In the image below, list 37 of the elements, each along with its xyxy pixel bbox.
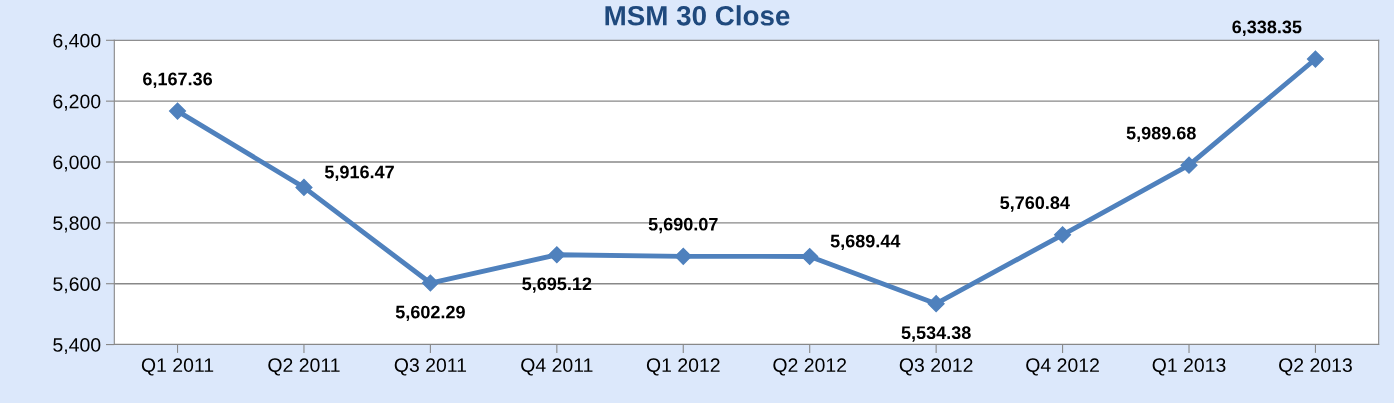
point <box>168 102 187 120</box>
y-tick-label: 5,400 <box>53 338 101 355</box>
text: 5,760.84 <box>1000 196 1070 212</box>
x-tick-label: Q4 2012 <box>1026 358 1099 376</box>
text: 5,695.12 <box>522 277 592 293</box>
text: 5,916.47 <box>324 165 394 181</box>
text: 5,534.38 <box>901 326 971 342</box>
y-tick-label: 6,200 <box>53 94 101 111</box>
point <box>801 247 819 266</box>
text: 5,690.07 <box>648 217 718 234</box>
point <box>295 178 313 196</box>
point <box>1306 50 1325 68</box>
y-tick-label: 5,600 <box>53 277 101 294</box>
text: 6,167.36 <box>143 72 213 88</box>
text: 6,338.35 <box>1232 20 1302 36</box>
x-tick-label: Q2 2011 <box>268 358 340 376</box>
chart-title: MSM 30 Close <box>605 5 790 26</box>
text: 5,602.29 <box>395 305 465 322</box>
text: 5,689.44 <box>830 234 901 251</box>
x-tick-label: Q4 2011 <box>521 358 593 376</box>
x-tick-label: Q2 2013 <box>1279 358 1352 376</box>
point <box>674 247 692 265</box>
x-tick-label: Q3 2012 <box>899 358 973 376</box>
point <box>1180 156 1198 174</box>
y-tick-label: 6,400 <box>53 33 101 50</box>
point <box>1054 226 1072 244</box>
x-tick-label: Q1 2012 <box>646 358 720 376</box>
y-tick-label: 6,000 <box>53 155 101 172</box>
y-tick-label: 5,800 <box>53 216 101 233</box>
x-tick-label: Q3 2011 <box>394 358 467 376</box>
x-tick-label: Q1 2011 <box>141 358 214 376</box>
text: 5,989.68 <box>1126 126 1196 143</box>
point <box>548 246 566 264</box>
point <box>421 274 439 292</box>
x-tick-label: Q1 2013 <box>1152 358 1226 376</box>
point <box>927 295 945 313</box>
x-tick-label: Q2 2012 <box>773 358 847 376</box>
